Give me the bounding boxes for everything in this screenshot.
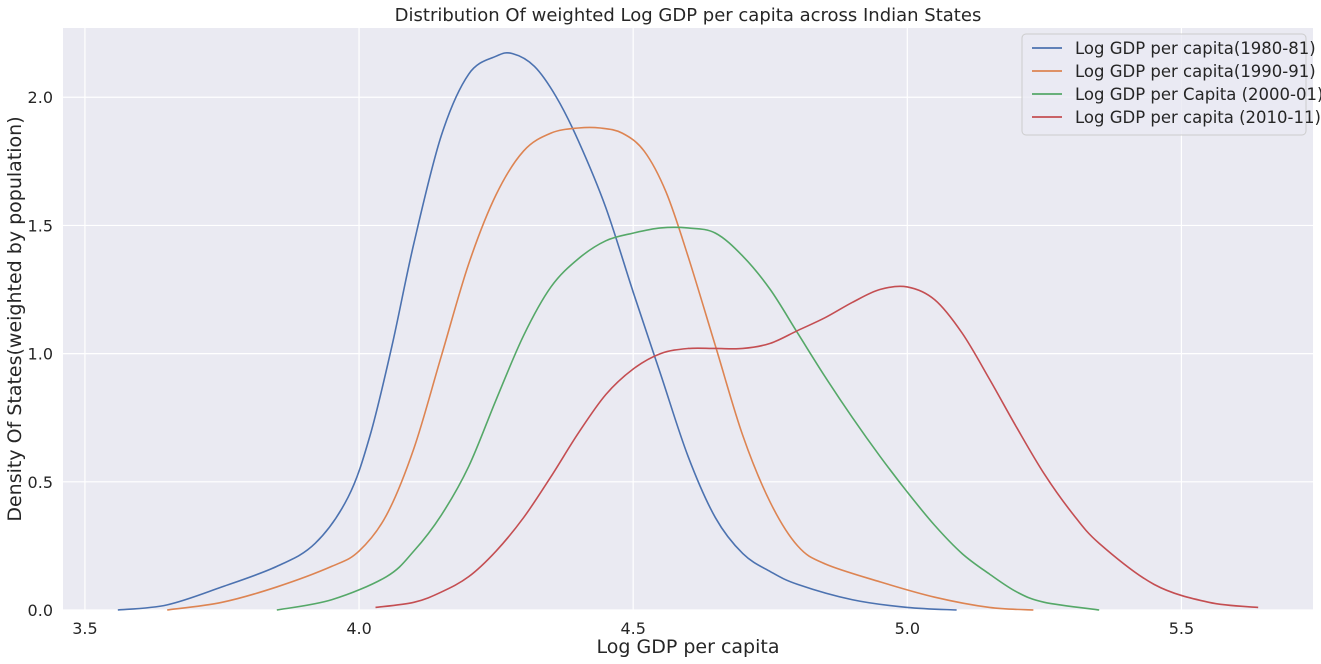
tick-labels: 3.5 4.0 4.5 5.0 5.5 0.0 0.5 1.0 1.5 2.0: [28, 88, 1195, 638]
series-line-3: [276, 226, 1100, 611]
legend-label-1: Log GDP per capita(1980-81): [1075, 39, 1316, 58]
y-tick-label: 1.5: [28, 216, 53, 235]
series-line-1: [117, 51, 957, 611]
legend-label-2: Log GDP per capita(1990-91): [1075, 62, 1316, 81]
density-curves: [117, 51, 1259, 611]
x-tick-label: 4.0: [346, 619, 371, 638]
y-tick-label: 2.0: [28, 88, 53, 107]
series-line-2: [167, 126, 1034, 611]
y-tick-label: 0.0: [28, 601, 53, 620]
legend-box: [1021, 33, 1307, 136]
y-tick-label: 1.0: [28, 345, 53, 364]
legend-label-3: Log GDP per Capita (2000-01): [1075, 85, 1321, 104]
chart-title: Distribution Of weighted Log GDP per cap…: [395, 5, 982, 26]
legend-label-4: Log GDP per capita (2010-11): [1075, 108, 1321, 127]
x-tick-label: 3.5: [72, 619, 97, 638]
legend: Log GDP per capita(1980-81) Log GDP per c…: [1021, 33, 1321, 136]
y-tick-label: 0.5: [28, 473, 53, 492]
x-tick-label: 5.5: [1169, 619, 1194, 638]
x-tick-label: 5.0: [895, 619, 920, 638]
x-axis-label: Log GDP per capita: [597, 636, 780, 658]
x-tick-label: 4.5: [620, 619, 645, 638]
series-line-4: [375, 285, 1259, 609]
y-axis-label: Density Of States(weighted by population…: [4, 116, 26, 521]
